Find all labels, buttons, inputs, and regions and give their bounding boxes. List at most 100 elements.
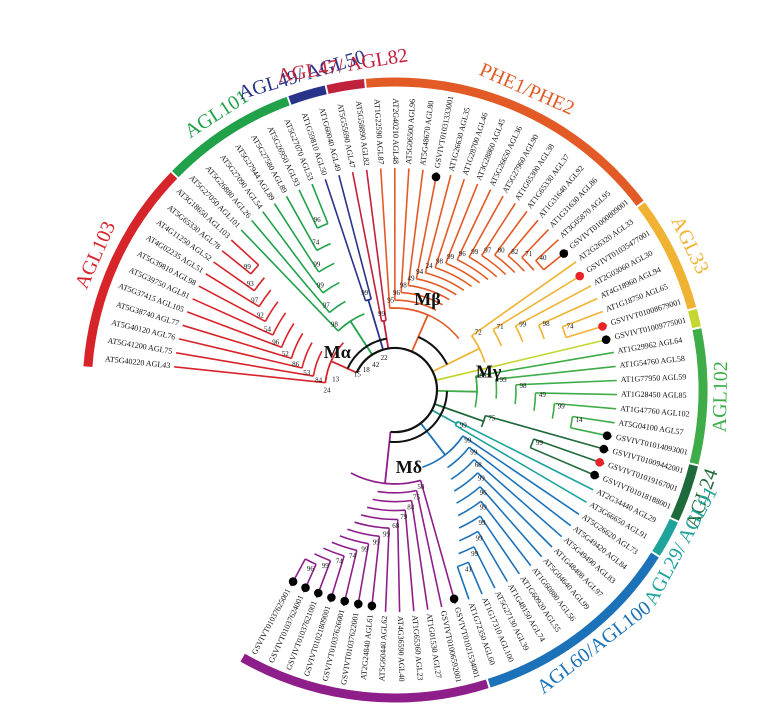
clade-stem [330, 360, 358, 374]
subclade-labels: Mα Mβ Mγ Mδ [324, 289, 502, 477]
branch [312, 350, 323, 377]
clade-label-agl103: AGL103 [71, 218, 120, 292]
bootstrap-value: 14 [576, 416, 584, 424]
bootstrap-value: 98 [436, 257, 444, 265]
branch [415, 490, 443, 608]
deep-bootstrap-value: 18 [363, 366, 371, 374]
bootstrap-value: 79 [400, 513, 408, 521]
clade-stem [367, 299, 384, 350]
branch [538, 297, 598, 326]
branch [495, 379, 498, 399]
bootstrap-value: 68 [392, 522, 400, 530]
black-dot-marker [327, 593, 336, 602]
branch [477, 530, 508, 582]
branch [251, 219, 331, 314]
branch [401, 291, 443, 306]
bootstrap-value: 99 [361, 546, 369, 554]
clade-arc-agl103 [83, 172, 178, 367]
branch [372, 498, 412, 503]
branch [424, 174, 452, 274]
bootstrap-value: 97 [484, 247, 492, 255]
branch [529, 438, 535, 449]
branch [456, 189, 492, 261]
bootstrap-value: 82 [511, 248, 519, 256]
branch [396, 519, 401, 613]
bootstrap-value: 53 [303, 369, 311, 377]
black-dot-marker [301, 583, 310, 592]
branch [422, 435, 464, 469]
clade-arc-yel [688, 308, 701, 329]
branch [290, 332, 304, 359]
branch [434, 266, 472, 288]
bootstrap-value: 74 [567, 323, 575, 331]
branch [182, 324, 292, 360]
bootstrap-value: 99 [361, 289, 369, 297]
branch [456, 258, 489, 281]
bootstrap-value: 50 [417, 483, 425, 491]
bootstrap-value: 84 [407, 503, 415, 511]
bootstrap-value: 99 [322, 562, 330, 570]
bootstrap-value: 99 [471, 550, 479, 558]
red-dot-marker [575, 271, 584, 281]
branch [561, 326, 567, 338]
branch [394, 299, 437, 311]
branch [324, 178, 367, 302]
branch [384, 528, 390, 612]
branch [404, 510, 415, 612]
clade-arc-agl47 [326, 79, 365, 94]
clade-arc-agl61 [240, 653, 489, 703]
tree-branches [174, 167, 618, 613]
branch [304, 558, 317, 566]
branch [495, 365, 616, 380]
bootstrap-value: 54 [264, 326, 272, 334]
branch [351, 171, 383, 322]
leaf-label: AT1G01530 AGL27 [425, 613, 444, 679]
branch [186, 311, 282, 349]
branch [258, 289, 272, 308]
black-dot-marker [431, 172, 441, 182]
grape-gene-markers [288, 172, 612, 611]
branch [492, 329, 503, 347]
branch [317, 222, 329, 229]
bootstrap-value: 99 [244, 263, 252, 271]
branch [480, 415, 487, 428]
clade-arc-agl24 [670, 464, 698, 521]
branch [175, 352, 314, 377]
clade-label-agl102: AGL102 [709, 361, 732, 433]
branch [457, 420, 594, 491]
branch [481, 254, 507, 275]
bootstrap-value: 74 [349, 552, 357, 560]
black-dot-marker [314, 588, 323, 598]
subclade-label: Mγ [476, 362, 502, 382]
black-dot-marker [340, 596, 350, 606]
branch [514, 325, 524, 343]
branch [462, 337, 612, 375]
branch [447, 446, 470, 469]
branch [360, 514, 398, 521]
branch [471, 335, 486, 363]
branch [480, 500, 532, 567]
branch [533, 392, 537, 411]
branch [253, 277, 266, 292]
branch [415, 171, 438, 279]
bootstrap-value: 86 [479, 372, 487, 380]
branch [410, 500, 429, 610]
backbone-arc [417, 335, 448, 365]
bootstrap-value: 98 [400, 281, 408, 289]
branch [205, 273, 260, 308]
bootstrap-value: 99 [373, 539, 381, 547]
branch [262, 211, 324, 294]
branch [366, 506, 406, 512]
branch [354, 521, 390, 529]
branch [494, 210, 528, 256]
subclade-label: Mβ [414, 289, 440, 309]
branch [492, 272, 585, 331]
black-dot-marker [354, 599, 363, 609]
black-dot-marker [599, 444, 609, 454]
branch [264, 301, 279, 322]
branch [389, 307, 460, 340]
branch [381, 319, 387, 323]
leaf-label: AT5G06500 AGL96 [404, 99, 417, 165]
branch [572, 415, 615, 424]
